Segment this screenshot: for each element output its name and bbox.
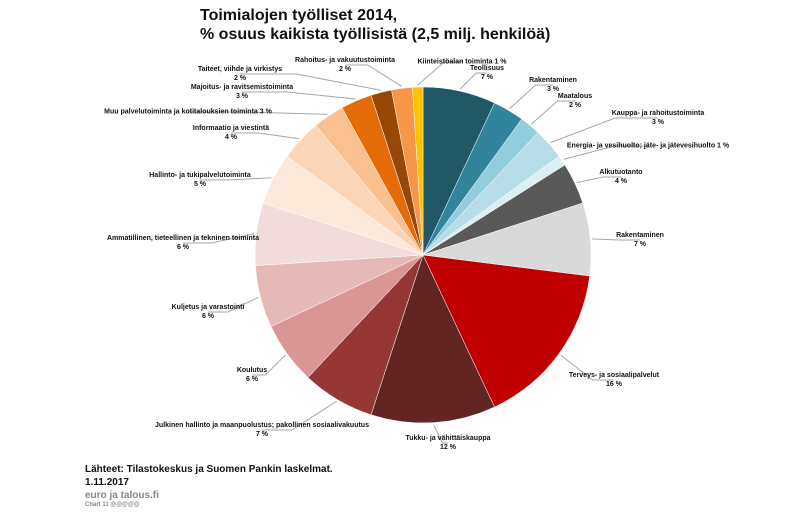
- leader-line: [188, 111, 328, 115]
- slice-label: Koulutus 6 %: [237, 366, 267, 384]
- slice-label-name: Tukku- ja vähittäiskauppa: [405, 435, 491, 442]
- slice-label-percent: 2 %: [338, 66, 352, 73]
- slice-label-name: Energia- ja vesihuolto; jäte- ja jäteves…: [566, 142, 730, 150]
- leader-line: [183, 233, 255, 244]
- slice-label: Terveys- ja sosiaalipalvelut 16 %: [569, 371, 659, 389]
- slice-label-name: Muu palvelutoiminta ja kotitalouksien to…: [104, 108, 272, 116]
- slice-label-name: Kuljetus ja varastointi: [171, 304, 245, 311]
- slice-label-percent: 4 %: [614, 178, 628, 185]
- slice-label: Kauppa- ja rahoitustoiminta 3 %: [612, 109, 705, 127]
- slice-label-name: Ammatillinen, tieteellinen ja tekninen t…: [106, 235, 260, 242]
- pie-slice: [370, 254, 495, 424]
- leader-line: [576, 176, 621, 184]
- slice-label: Taiteet, viihde ja virkistys 2 %: [198, 65, 282, 83]
- slice-label-name: Terveys- ja sosiaalipalvelut: [568, 372, 660, 379]
- slice-label-percent: 5 %: [193, 181, 207, 188]
- slice-label: Tukku- ja vähittäiskauppa 12 %: [405, 434, 490, 452]
- slice-label-percent: 6 %: [201, 313, 215, 320]
- slice-label: Kuljetus ja varastointi 6 %: [172, 303, 245, 321]
- slice-label: Maatalous 2 %: [558, 92, 592, 110]
- slice-label-name: Koulutus: [236, 367, 268, 374]
- leader-line: [560, 354, 614, 381]
- leader-line: [240, 73, 381, 91]
- slice-label-percent: 6 %: [245, 376, 259, 383]
- slice-label: Rakentaminen 3 %: [529, 76, 577, 94]
- slice-label-percent: 7 %: [633, 241, 647, 248]
- leader-line: [433, 424, 448, 444]
- leader-line: [208, 296, 259, 313]
- slice-label-percent: 6 %: [176, 244, 190, 251]
- leader-line: [531, 100, 575, 125]
- leader-line: [509, 84, 553, 110]
- leader-line: [563, 145, 648, 160]
- chart-title: Toimialojen työlliset 2014, % osuus kaik…: [200, 6, 550, 44]
- leader-line: [252, 354, 286, 376]
- leader-line: [231, 132, 300, 140]
- slice-label-percent: 7 %: [480, 74, 494, 81]
- chart-code: Chart 11 @@@@@: [85, 502, 140, 508]
- pie-slice: [422, 254, 590, 408]
- slice-label-percent: 16 %: [606, 381, 622, 388]
- slice-label-percent: 2 %: [568, 102, 582, 109]
- date-note: 1.11.2017: [85, 477, 129, 488]
- site-logo-text: euro ja talous.fi: [85, 490, 159, 501]
- slice-label-name: Teollisuus: [469, 65, 505, 72]
- leader-line: [459, 72, 487, 90]
- slice-label-name: Maatalous: [557, 93, 593, 100]
- slice-label-name: Rakentaminen: [616, 232, 664, 239]
- slice-label: Kiinteistöalan toiminta 1 %: [417, 58, 506, 67]
- slice-label: Teollisuus 7 %: [470, 64, 504, 82]
- slice-label-name: Majoitus- ja ravitsemistoiminta: [190, 84, 294, 91]
- slice-label-name: Hallinto- ja tukipalvelutoiminta: [149, 172, 251, 179]
- pie-slices: [254, 86, 592, 424]
- slice-label: Ammatillinen, tieteellinen ja tekninen t…: [107, 234, 259, 252]
- slice-label-percent: 4 %: [224, 134, 238, 141]
- slice-label: Rakentaminen 7 %: [616, 231, 664, 249]
- slice-label-percent: 7 %: [255, 431, 269, 438]
- chart-title-line-2: % osuus kaikista työllisistä (2,5 milj. …: [200, 26, 551, 43]
- slice-label-name: Informaatio ja viestintä: [192, 125, 270, 132]
- slice-label-percent: 12 %: [440, 444, 456, 451]
- leader-line: [550, 117, 658, 144]
- slice-label-percent: 3 %: [235, 93, 249, 100]
- leader-line: [200, 177, 272, 181]
- slice-label: Muu palvelutoiminta ja kotitalouksien to…: [104, 108, 272, 117]
- slice-label-name: Taiteet, viihde ja virkistys: [197, 66, 283, 73]
- footer: Lähteet: Tilastokeskus ja Suomen Pankin …: [85, 464, 333, 508]
- slice-label: Rahoitus- ja vakuutustoiminta 2 %: [295, 56, 395, 74]
- slice-label-name: Julkinen hallinto ja maanpuolustus; pako…: [155, 422, 369, 429]
- slice-label-percent: 3 %: [651, 119, 665, 126]
- source-note: Lähteet: Tilastokeskus ja Suomen Pankin …: [85, 464, 333, 475]
- slice-label-percent: 3 %: [546, 86, 560, 93]
- slice-label-percent: 2 %: [233, 75, 247, 82]
- leader-line: [242, 91, 356, 100]
- leader-line: [592, 238, 640, 241]
- slice-label: Alkutuotanto 4 %: [599, 168, 642, 186]
- pie-slice: [412, 86, 424, 256]
- slice-label-name: Kauppa- ja rahoitustoiminta: [611, 110, 705, 117]
- slice-label-name: Rahoitus- ja vakuutustoiminta: [295, 57, 395, 64]
- slice-label: Julkinen hallinto ja maanpuolustus; pako…: [155, 421, 369, 439]
- chart-title-line-1: Toimialojen työlliset 2014,: [200, 7, 398, 24]
- slice-label-name: Alkutuotanto: [599, 169, 643, 176]
- slice-label: Hallinto- ja tukipalvelutoiminta 5 %: [149, 171, 251, 189]
- leader-line: [417, 61, 462, 86]
- slice-label: Majoitus- ja ravitsemistoiminta 3 %: [191, 83, 293, 101]
- slice-label: Informaatio ja viestintä 4 %: [193, 124, 269, 142]
- slice-label: Energia- ja vesihuolto; jäte- ja jäteves…: [567, 142, 729, 151]
- leader-line: [345, 64, 402, 87]
- leader-line: [262, 400, 337, 431]
- slice-label-name: Rakentaminen: [529, 77, 577, 84]
- leader-lines: [183, 61, 658, 444]
- slice-label-name: Kiinteistöalan toiminta 1 %: [417, 58, 507, 66]
